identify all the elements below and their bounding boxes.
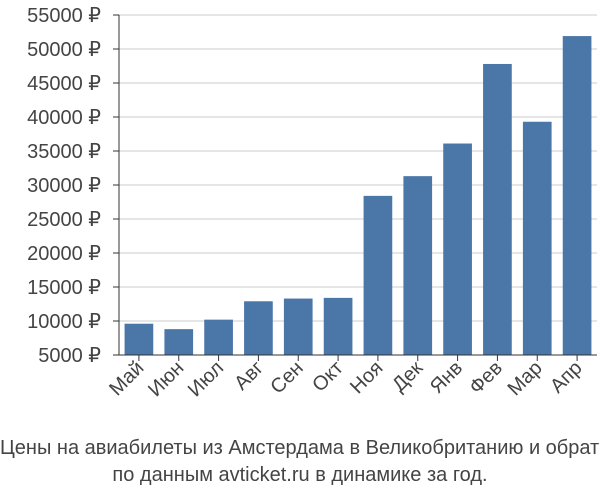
x-tick-label: Апр	[546, 357, 587, 398]
y-tick-label: 20000 ₽	[27, 243, 101, 265]
bar-9	[443, 143, 472, 355]
x-tick-label: Окт	[308, 357, 347, 396]
bar-10	[483, 63, 512, 356]
bar-11	[522, 121, 552, 355]
y-tick-label: 45000 ₽	[27, 73, 101, 95]
bar-12	[562, 36, 592, 355]
x-tick-label: Июл	[184, 357, 228, 401]
x-tick-label: Июн	[144, 357, 188, 401]
y-tick-label: 25000 ₽	[27, 209, 101, 231]
y-tick-label: 35000 ₽	[27, 141, 101, 163]
bar-8	[403, 176, 433, 355]
x-tick-label: Сен	[266, 357, 307, 398]
chart-caption-line1: Цены на авиабилеты из Амстердама в Велик…	[0, 437, 600, 459]
y-tick-label: 55000 ₽	[27, 5, 101, 27]
chart-caption-line2: по данным avticket.ru в динамике за год.	[112, 464, 488, 486]
x-tick-label: Янв	[426, 357, 467, 398]
bar-7	[363, 195, 393, 355]
x-tick-label: Ноя	[346, 357, 387, 398]
x-tick-label: Мар	[504, 357, 547, 400]
bar-4	[244, 301, 273, 355]
bar-5	[283, 298, 313, 355]
y-tick-label: 10000 ₽	[27, 311, 101, 333]
bar-1	[124, 323, 154, 355]
bar-6	[323, 297, 353, 355]
y-tick-label: 15000 ₽	[27, 277, 101, 299]
x-tick-label: Дек	[388, 357, 427, 396]
y-tick-label: 5000 ₽	[38, 345, 101, 367]
x-tick-label: Май	[105, 357, 148, 400]
bar-chart: 5000 ₽ 10000 ₽ 15000 ₽ 20000 ₽ 25000 ₽ 30000 …	[27, 5, 597, 401]
y-tick-label: 50000 ₽	[27, 39, 101, 61]
y-tick-label: 40000 ₽	[27, 107, 101, 129]
bar-2	[164, 329, 194, 355]
y-tick-label: 30000 ₽	[27, 175, 101, 197]
x-tick-label: Авг	[230, 357, 268, 395]
bar-3	[204, 319, 233, 355]
x-tick-label: Фев	[465, 357, 507, 399]
